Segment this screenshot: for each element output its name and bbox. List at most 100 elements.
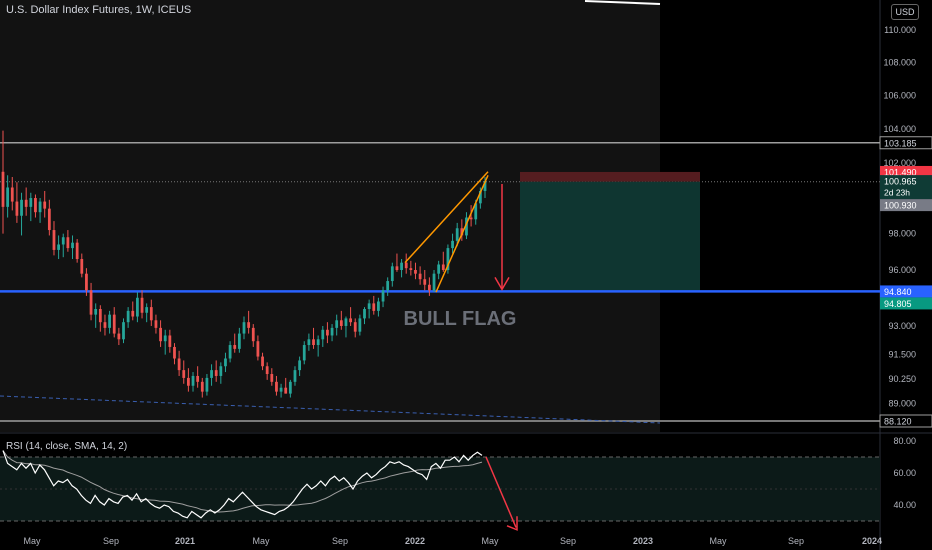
candle — [20, 192, 23, 236]
candle — [108, 310, 111, 334]
candle — [358, 314, 362, 336]
candle — [298, 356, 302, 376]
candle-body — [140, 297, 144, 313]
rsi-tick-label: 80.00 — [893, 436, 916, 446]
candle — [205, 374, 209, 396]
candle-body — [414, 270, 417, 274]
stop-tag: 101.490 — [884, 167, 917, 177]
top-drawing — [584, 0, 661, 5]
candle-body — [460, 228, 464, 236]
countdown-tag: 2d 23h — [884, 188, 910, 198]
rsi-tick-label: 40.00 — [893, 500, 916, 510]
candle-body — [38, 201, 42, 213]
candle-body — [52, 230, 56, 250]
candle — [363, 307, 366, 325]
x-tick-label: May — [481, 536, 499, 546]
target-tag-bg — [880, 297, 932, 310]
candle — [103, 314, 107, 336]
candle — [469, 205, 473, 227]
chart-title: U.S. Dollar Index Futures, 1W, ICEUS — [6, 4, 192, 16]
bottom-tag: 88.120 — [884, 417, 912, 427]
candle-body — [210, 370, 213, 378]
candle-body — [288, 381, 292, 394]
candle — [57, 235, 61, 260]
x-tick-label: 2021 — [175, 536, 195, 546]
candle — [122, 318, 125, 344]
candle-body — [126, 310, 130, 323]
candle-body — [455, 228, 459, 241]
candle-body — [307, 339, 311, 346]
rsi-title: RSI (14, close, SMA, 14, 2) — [6, 441, 128, 452]
candle — [173, 343, 176, 365]
candle — [381, 286, 385, 308]
stop-tag-bg — [880, 165, 932, 178]
candle-body — [214, 370, 218, 376]
candle — [344, 316, 348, 338]
candle-body — [270, 374, 274, 382]
candle-body — [316, 339, 320, 346]
price-arrow-head — [494, 276, 510, 291]
candle-body — [372, 303, 376, 311]
bottom-tag-border — [879, 414, 932, 428]
candle — [284, 377, 288, 394]
candle — [140, 290, 144, 319]
candle — [265, 362, 269, 380]
candle — [112, 307, 116, 338]
candle — [126, 307, 130, 328]
x-tick-label: 2022 — [405, 536, 425, 546]
candle — [377, 297, 380, 317]
resistance-tag-bg — [880, 136, 932, 149]
candle — [275, 375, 278, 396]
candle — [89, 282, 93, 321]
candle-body — [400, 262, 403, 271]
candle-body — [57, 244, 61, 250]
candle-body — [446, 248, 450, 271]
candle — [423, 270, 427, 291]
profit-zone — [520, 181, 700, 292]
candle — [247, 310, 251, 334]
candle-body — [80, 259, 84, 274]
candle — [307, 333, 311, 351]
rsi-arrow-shaft — [485, 456, 517, 528]
candle — [270, 368, 274, 386]
candle-body — [363, 308, 366, 319]
candle — [71, 235, 74, 260]
candle — [242, 316, 246, 340]
candle — [85, 268, 88, 296]
x-tick-label: Sep — [332, 536, 348, 546]
currency-badge[interactable]: USD — [891, 4, 919, 20]
last-price-tag: 100.965 — [884, 177, 917, 187]
candle — [251, 324, 255, 347]
candle-body — [367, 303, 371, 309]
candle — [38, 198, 42, 223]
candle — [321, 325, 325, 347]
candle — [131, 301, 135, 321]
candle-body — [451, 240, 454, 249]
candle-body — [302, 345, 306, 361]
candle — [386, 277, 390, 296]
candle — [10, 177, 14, 211]
candle — [330, 324, 334, 342]
candle — [261, 352, 264, 371]
candle-body — [390, 266, 394, 282]
candle — [145, 303, 149, 323]
candle-body — [298, 360, 302, 371]
candle-body — [265, 366, 269, 375]
candle-body — [98, 308, 102, 323]
candle-body — [145, 307, 149, 313]
candle-body — [219, 366, 223, 376]
candle — [98, 305, 102, 332]
candle — [427, 277, 431, 296]
y-tick-label: 110.000 — [884, 25, 916, 35]
candle-body — [321, 329, 325, 340]
candle — [210, 364, 213, 386]
candle — [80, 253, 84, 278]
candle — [395, 253, 399, 272]
candle-body — [103, 322, 107, 328]
candle-body — [122, 322, 125, 340]
candle-body — [478, 190, 482, 204]
candle-body — [279, 387, 283, 392]
candle — [117, 327, 121, 346]
candle-body — [377, 301, 380, 311]
